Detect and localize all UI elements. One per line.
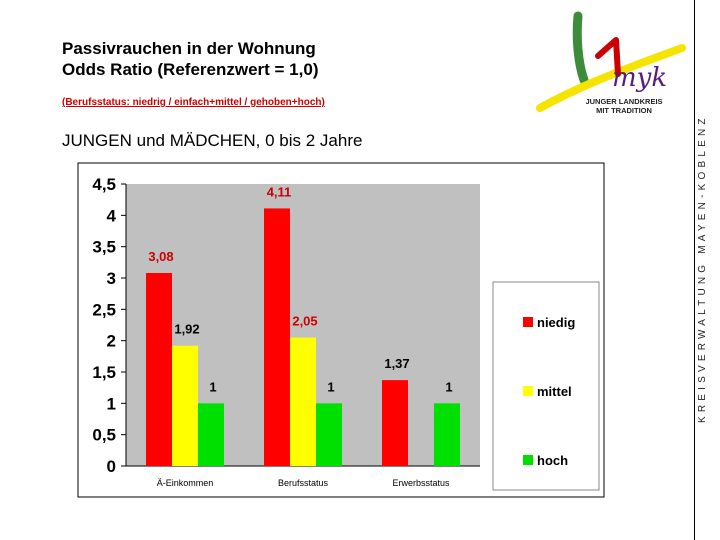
legend-label: mittel <box>537 384 572 399</box>
logo-green-stroke <box>572 11 589 85</box>
x-tick-label: Berufsstatus <box>278 478 329 488</box>
legend-swatch <box>523 386 533 396</box>
title-line-2: Odds Ratio (Referenzwert = 1,0) <box>62 60 319 79</box>
y-tick-label: 2 <box>107 332 116 351</box>
y-tick-label: 2,5 <box>92 300 116 319</box>
title-line-1: Passivrauchen in der Wohnung <box>62 39 316 58</box>
legend-label: hoch <box>537 453 568 468</box>
y-tick-label: 4,5 <box>92 175 116 194</box>
legend-swatch <box>523 455 533 465</box>
logo-red-stroke <box>595 37 621 77</box>
x-tick-label: Erwerbsstatus <box>392 478 450 488</box>
x-tick-label: Ä-Einkommen <box>157 478 214 488</box>
logo-text-line-1: JUNGER LANDKREIS <box>585 97 663 106</box>
bar <box>382 380 408 466</box>
logo-yellow-stroke <box>536 44 686 112</box>
chart-subtitle: (Berufsstatus: niedrig / einfach+mittel … <box>62 97 325 108</box>
legend-label: niedig <box>537 315 575 330</box>
data-label: 1,37 <box>384 356 409 371</box>
bar <box>290 337 316 466</box>
y-tick-label: 1 <box>107 394 116 413</box>
legend-box <box>492 281 600 491</box>
y-tick-label: 4 <box>107 206 117 225</box>
logo-text-line-2: MIT TRADITION <box>596 106 652 115</box>
data-label: 1 <box>445 379 452 394</box>
bar <box>264 208 290 466</box>
bar <box>198 403 224 466</box>
data-label: 2,05 <box>292 314 317 329</box>
legend-swatch <box>523 317 533 327</box>
y-tick-label: 1,5 <box>92 363 116 382</box>
y-tick-label: 0 <box>107 457 116 476</box>
bar <box>434 403 460 466</box>
chart-heading: JUNGEN und MÄDCHEN, 0 bis 2 Jahre <box>62 131 363 150</box>
chart-title: Passivrauchen in der Wohnung Odds Ratio … <box>62 38 318 80</box>
data-label: 4,11 <box>267 184 292 199</box>
logo-myk-lettering: myk <box>612 63 667 93</box>
data-label: 3,08 <box>148 249 173 264</box>
logo-text: JUNGER LANDKREIS MIT TRADITION <box>584 97 664 115</box>
data-label: 1 <box>209 379 216 394</box>
data-label: 1,92 <box>174 322 199 337</box>
y-tick-label: 3,5 <box>92 238 116 257</box>
y-tick-label: 3 <box>107 269 116 288</box>
sidebar-divider <box>694 0 695 540</box>
myk-logo: myk <box>536 11 686 112</box>
bar <box>146 272 172 466</box>
bar <box>316 403 342 466</box>
y-tick-label: 0,5 <box>92 426 116 445</box>
bar <box>172 345 198 466</box>
data-label: 1 <box>327 379 334 394</box>
